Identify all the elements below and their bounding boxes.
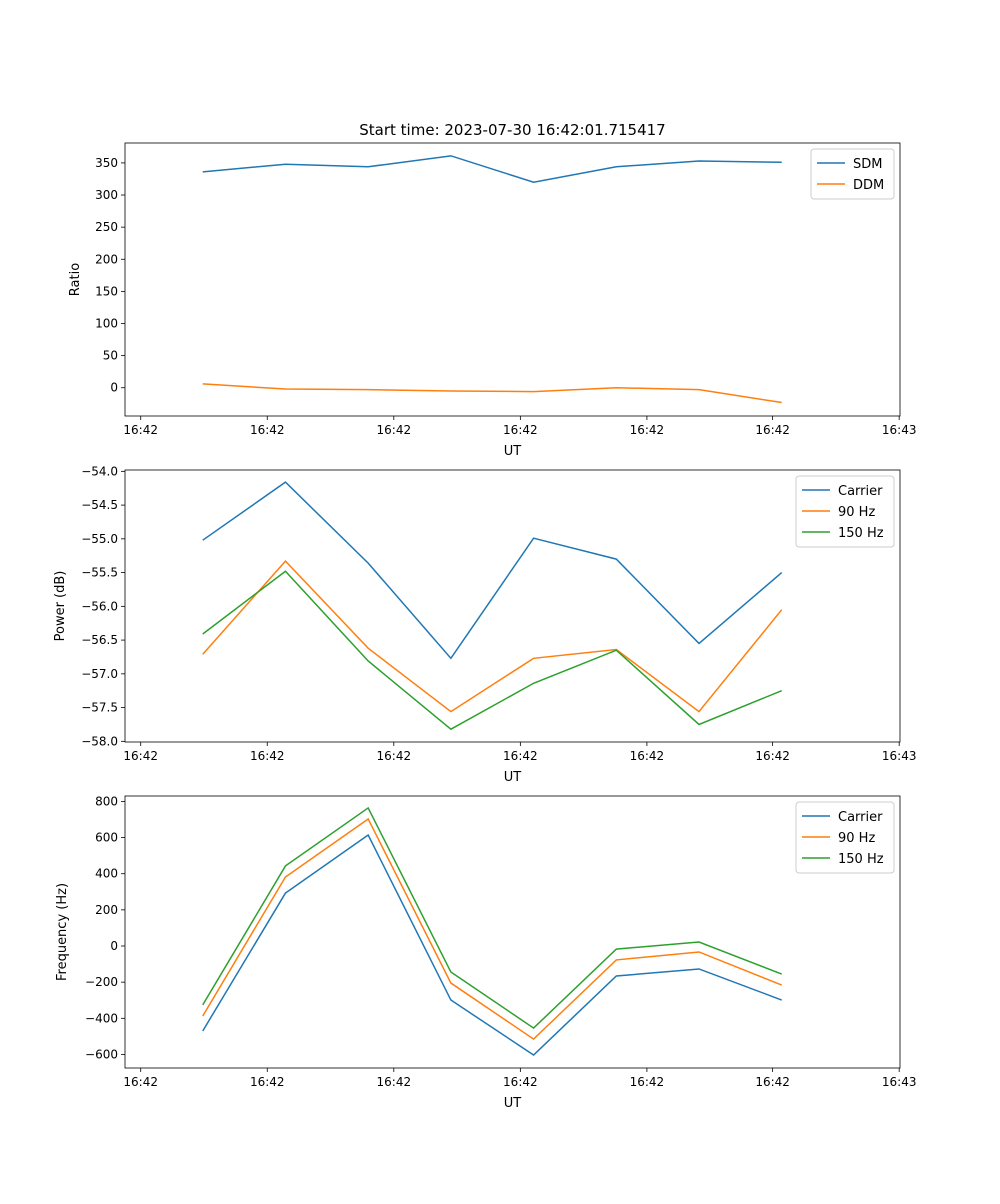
legend: SDM DDM xyxy=(810,148,895,200)
x-tick-label: 16:42 xyxy=(503,1075,538,1089)
legend-label: Carrier xyxy=(838,484,883,499)
legend-label: DDM xyxy=(853,178,884,193)
y-tick-label: 600 xyxy=(95,831,118,845)
x-tick-label: 16:42 xyxy=(630,423,665,437)
subplot-3: 16:42 16:42 16:42 16:42 16:42 16:42 16:43 UT −60… xyxy=(55,794,916,1111)
y-tick-label: 100 xyxy=(95,317,118,331)
y-tick-label: −56.0 xyxy=(81,599,118,613)
y-tick-label: 0 xyxy=(110,939,118,953)
series-line-ddm xyxy=(202,383,782,404)
y-tick-label: 50 xyxy=(103,349,118,363)
legend-box xyxy=(810,148,895,200)
x-axis-label: UT xyxy=(504,1096,522,1111)
series-line-150-hz xyxy=(202,806,782,1030)
series-line-carrier xyxy=(202,833,782,1056)
x-tick-label: 16:42 xyxy=(377,749,412,763)
x-tick-label: 16:42 xyxy=(250,749,285,763)
y-tick-label: −55.5 xyxy=(81,566,118,580)
y-tick-label: −54.0 xyxy=(81,464,118,478)
legend-label: Carrier xyxy=(838,810,883,825)
chart-title: Start time: 2023-07-30 16:42:01.715417 xyxy=(359,121,665,139)
x-tick-label: 16:42 xyxy=(755,749,790,763)
y-tick-label: −57.5 xyxy=(81,701,118,715)
x-tick-label: 16:42 xyxy=(250,423,285,437)
axes-frame xyxy=(124,795,901,1069)
axes-frame xyxy=(124,142,901,417)
legend-label: SDM xyxy=(853,157,882,172)
y-tick-label: 150 xyxy=(95,284,118,298)
x-tick-label: 16:42 xyxy=(755,423,790,437)
legend: Carrier 90 Hz 150 Hz xyxy=(795,801,895,874)
y-tick-label: −58.0 xyxy=(81,734,118,748)
y-tick-label: 200 xyxy=(95,252,118,266)
y-tick-label: −400 xyxy=(85,1011,118,1025)
subplot-1: Start time: 2023-07-30 16:42:01.715417 16… xyxy=(68,121,916,459)
x-tick-label: 16:42 xyxy=(377,423,412,437)
x-tick-label: 16:42 xyxy=(755,1075,790,1089)
legend: Carrier 90 Hz 150 Hz xyxy=(795,475,895,548)
y-tick-label: 250 xyxy=(95,220,118,234)
y-axis-label: Ratio xyxy=(68,263,83,296)
subplot-2: 16:42 16:42 16:42 16:42 16:42 16:42 16:43 UT −58… xyxy=(53,464,916,785)
y-axis-label: Frequency (Hz) xyxy=(55,883,70,981)
y-tick-label: 800 xyxy=(95,794,118,808)
series-line-sdm xyxy=(202,155,782,183)
legend-box xyxy=(795,475,895,548)
series-line-90-hz xyxy=(202,817,783,1041)
y-tick-label: 400 xyxy=(95,867,118,881)
legend-label: 150 Hz xyxy=(838,526,884,541)
axes-frame xyxy=(124,469,901,743)
y-tick-label: −200 xyxy=(85,975,118,989)
y-tick-label: −54.5 xyxy=(81,498,118,512)
x-tick-label: 16:42 xyxy=(503,423,538,437)
x-tick-label: 16:43 xyxy=(882,1075,917,1089)
legend-box xyxy=(795,801,895,874)
x-tick-label: 16:42 xyxy=(630,749,665,763)
legend-label: 150 Hz xyxy=(838,852,884,867)
x-tick-label: 16:42 xyxy=(503,749,538,763)
y-tick-label: 200 xyxy=(95,903,118,917)
x-tick-label: 16:42 xyxy=(123,1075,158,1089)
y-tick-label: −56.5 xyxy=(81,633,118,647)
y-tick-label: −57.0 xyxy=(81,667,118,681)
series-line-carrier xyxy=(202,481,783,660)
x-tick-label: 16:42 xyxy=(123,423,158,437)
series-line-150-hz xyxy=(202,570,783,731)
y-tick-label: −600 xyxy=(85,1047,118,1061)
y-axis-label: Power (dB) xyxy=(53,571,68,642)
y-tick-label: 0 xyxy=(110,381,118,395)
x-tick-label: 16:42 xyxy=(250,1075,285,1089)
x-tick-label: 16:42 xyxy=(630,1075,665,1089)
x-tick-label: 16:43 xyxy=(882,423,917,437)
y-tick-label: 300 xyxy=(95,188,118,202)
x-tick-label: 16:43 xyxy=(882,749,917,763)
x-axis-label: UT xyxy=(504,444,522,459)
x-axis-label: UT xyxy=(504,770,522,785)
x-tick-label: 16:42 xyxy=(123,749,158,763)
series-line-90-hz xyxy=(202,560,783,713)
y-tick-label: −55.0 xyxy=(81,532,118,546)
y-tick-label: 350 xyxy=(95,156,118,170)
legend-label: 90 Hz xyxy=(838,831,875,846)
legend-label: 90 Hz xyxy=(838,505,875,520)
x-tick-label: 16:42 xyxy=(377,1075,412,1089)
